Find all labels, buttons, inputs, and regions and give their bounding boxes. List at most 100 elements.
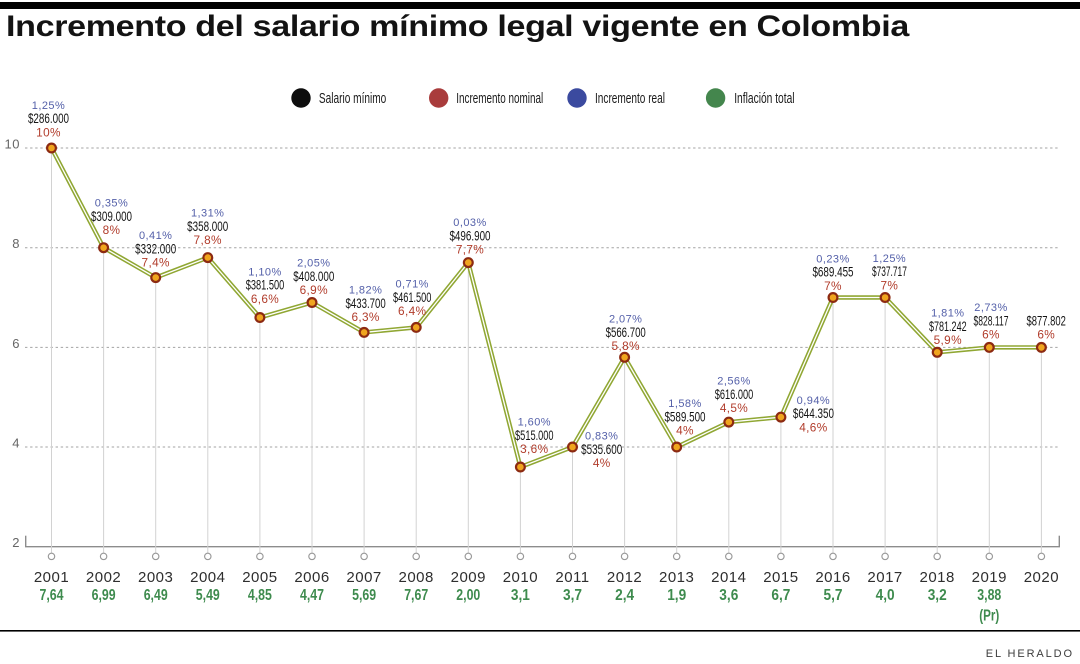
svg-text:2: 2	[12, 535, 20, 550]
svg-text:$828.117: $828.117	[974, 314, 1009, 329]
svg-text:$433.700: $433.700	[346, 296, 386, 311]
svg-text:5,69: 5,69	[352, 587, 376, 604]
svg-text:3,88: 3,88	[977, 587, 1001, 604]
svg-text:4%: 4%	[593, 456, 611, 470]
svg-text:2011: 2011	[555, 569, 589, 586]
svg-text:$566.700: $566.700	[606, 325, 646, 340]
svg-text:3,6: 3,6	[719, 587, 738, 604]
svg-text:7,7%: 7,7%	[456, 243, 484, 257]
svg-text:10: 10	[5, 137, 20, 152]
svg-text:3,2: 3,2	[928, 587, 947, 604]
svg-text:2,56%: 2,56%	[717, 376, 750, 388]
svg-text:1,58%: 1,58%	[668, 398, 701, 410]
svg-text:Incremento nominal: Incremento nominal	[456, 91, 543, 107]
svg-text:10%: 10%	[36, 125, 61, 139]
svg-text:2014: 2014	[711, 569, 746, 586]
svg-text:$461.500: $461.500	[393, 290, 432, 305]
svg-text:7,8%: 7,8%	[194, 233, 222, 247]
svg-text:$332.000: $332.000	[135, 241, 176, 256]
svg-text:0,35%: 0,35%	[95, 198, 128, 210]
svg-text:7,67: 7,67	[404, 587, 428, 604]
svg-text:4,47: 4,47	[300, 587, 324, 604]
svg-text:6: 6	[12, 336, 20, 351]
svg-text:6,49: 6,49	[144, 587, 168, 604]
svg-text:6,4%: 6,4%	[398, 304, 426, 318]
svg-text:1,60%: 1,60%	[518, 417, 551, 429]
svg-text:0,23%: 0,23%	[816, 253, 849, 265]
svg-text:2018: 2018	[920, 569, 955, 586]
svg-text:8%: 8%	[103, 223, 121, 237]
svg-text:$737.717: $737.717	[872, 264, 907, 279]
svg-text:2008: 2008	[399, 569, 434, 586]
svg-text:5,9%: 5,9%	[934, 333, 962, 347]
svg-text:1,81%: 1,81%	[931, 308, 964, 320]
svg-text:2017: 2017	[867, 569, 902, 586]
svg-text:$616.000: $616.000	[715, 387, 754, 402]
svg-text:2001: 2001	[34, 569, 69, 586]
svg-text:7%: 7%	[824, 279, 842, 293]
svg-text:8: 8	[12, 236, 20, 251]
svg-text:0,83%: 0,83%	[585, 431, 618, 443]
svg-text:$408.000: $408.000	[293, 269, 334, 284]
svg-text:2,4: 2,4	[615, 587, 634, 604]
svg-text:4: 4	[12, 436, 20, 451]
svg-text:$877.802: $877.802	[1027, 314, 1066, 329]
svg-text:Inflación total: Inflación total	[734, 91, 794, 107]
svg-text:(Pr): (Pr)	[979, 608, 999, 625]
svg-text:2020: 2020	[1024, 569, 1059, 586]
svg-text:2009: 2009	[451, 569, 486, 586]
svg-text:1,10%: 1,10%	[248, 266, 281, 278]
svg-text:EL HERALDO: EL HERALDO	[986, 648, 1074, 660]
svg-text:2005: 2005	[242, 569, 277, 586]
svg-text:1,82%: 1,82%	[349, 285, 382, 297]
svg-text:1,25%: 1,25%	[32, 100, 65, 112]
svg-text:2019: 2019	[972, 569, 1007, 586]
svg-text:4,0: 4,0	[876, 587, 895, 604]
svg-text:2,05%: 2,05%	[297, 258, 330, 270]
svg-text:2,73%: 2,73%	[974, 302, 1007, 314]
svg-text:6%: 6%	[982, 328, 1000, 342]
svg-text:2016: 2016	[815, 569, 850, 586]
svg-text:6%: 6%	[1037, 328, 1055, 342]
svg-text:6,9%: 6,9%	[300, 283, 328, 297]
svg-text:4,5%: 4,5%	[720, 401, 748, 415]
svg-text:7,4%: 7,4%	[142, 256, 170, 270]
svg-text:0,94%: 0,94%	[797, 395, 830, 407]
svg-text:4,6%: 4,6%	[799, 420, 827, 434]
svg-text:1,9: 1,9	[667, 587, 686, 604]
svg-text:$589.500: $589.500	[664, 409, 705, 424]
svg-text:$358.000: $358.000	[187, 219, 228, 234]
svg-text:0,71%: 0,71%	[395, 279, 428, 291]
svg-text:2013: 2013	[659, 569, 694, 586]
svg-text:$515.000: $515.000	[515, 428, 554, 443]
svg-text:Incremento real: Incremento real	[595, 91, 665, 107]
svg-text:3,6%: 3,6%	[520, 442, 548, 456]
svg-text:2006: 2006	[294, 569, 329, 586]
svg-text:3,1: 3,1	[511, 587, 530, 604]
svg-text:$381.500: $381.500	[246, 278, 285, 293]
svg-text:2007: 2007	[346, 569, 381, 586]
svg-text:2004: 2004	[190, 569, 225, 586]
svg-text:7,64: 7,64	[40, 587, 64, 604]
svg-text:$496.900: $496.900	[449, 229, 490, 244]
svg-text:1,31%: 1,31%	[191, 208, 224, 220]
svg-text:7%: 7%	[881, 278, 899, 292]
svg-text:2015: 2015	[763, 569, 798, 586]
svg-text:$286.000: $286.000	[28, 111, 69, 126]
svg-text:2003: 2003	[138, 569, 173, 586]
svg-text:1,25%: 1,25%	[873, 253, 906, 265]
svg-text:6,7: 6,7	[771, 587, 790, 604]
svg-text:$689.455: $689.455	[812, 265, 853, 280]
svg-text:Salario mínimo: Salario mínimo	[319, 91, 386, 107]
svg-text:2010: 2010	[503, 569, 538, 586]
svg-text:$309.000: $309.000	[91, 209, 132, 224]
svg-text:0,03%: 0,03%	[453, 217, 486, 229]
svg-text:6,99: 6,99	[92, 587, 116, 604]
svg-text:5,8%: 5,8%	[612, 339, 640, 353]
svg-text:$644.350: $644.350	[793, 406, 834, 421]
svg-text:2,07%: 2,07%	[609, 314, 642, 326]
svg-text:0,41%: 0,41%	[139, 230, 172, 242]
svg-text:2012: 2012	[607, 569, 642, 586]
svg-text:Incremento del salario mínimo: Incremento del salario mínimo legal vige…	[6, 10, 910, 43]
svg-text:6,3%: 6,3%	[351, 310, 379, 324]
